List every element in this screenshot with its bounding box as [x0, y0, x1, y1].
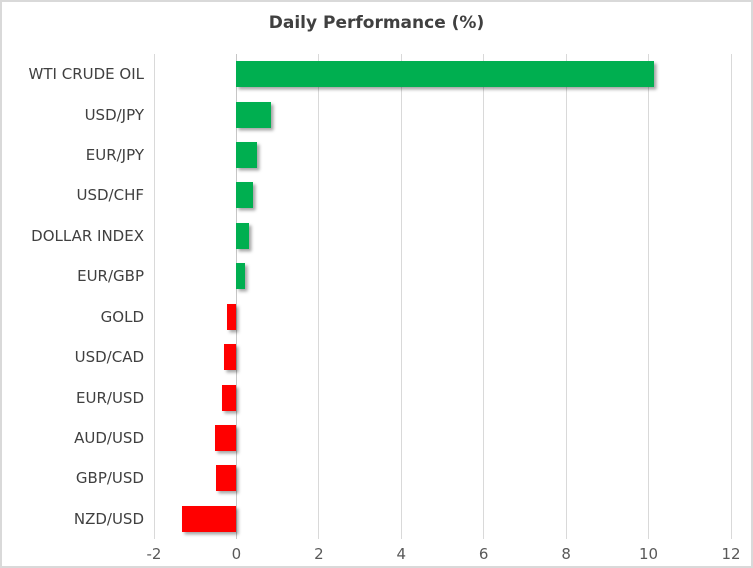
- category-label-dollar-index: DOLLAR INDEX: [31, 226, 144, 245]
- bar-gold: [226, 303, 237, 330]
- x-tick-label-4: 4: [396, 545, 407, 563]
- gridline-x-4: [400, 54, 402, 539]
- x-tick-label-8: 8: [561, 545, 571, 563]
- x-tick-label-12: 12: [721, 545, 741, 563]
- x-tick-label-0: 0: [231, 545, 242, 563]
- category-label-eur-usd: EUR/USD: [76, 388, 144, 407]
- gridline-x-12: [730, 54, 732, 539]
- bar-aud-usd: [214, 424, 237, 451]
- x-tick-label-10: 10: [639, 545, 659, 563]
- bar-eur-gbp: [236, 263, 246, 290]
- category-label-wti-crude-oil: WTI CRUDE OIL: [28, 65, 144, 84]
- bar-eur-usd: [222, 384, 237, 411]
- gridline-x--2: [153, 54, 155, 539]
- bar-nzd-usd: [182, 505, 237, 532]
- plot-area: [153, 54, 732, 539]
- bar-gbp-usd: [215, 465, 237, 492]
- gridline-x-6: [483, 54, 485, 539]
- category-label-aud-usd: AUD/USD: [74, 428, 144, 447]
- category-label-gold: GOLD: [100, 307, 144, 326]
- bar-usd-chf: [236, 182, 253, 209]
- category-label-usd-cad: USD/CAD: [74, 348, 144, 367]
- x-tick-label--2: -2: [146, 545, 162, 563]
- zero-axis-line: [235, 54, 237, 539]
- category-label-eur-jpy: EUR/JPY: [85, 146, 144, 165]
- bar-dollar-index: [236, 222, 250, 249]
- category-label-gbp-usd: GBP/USD: [75, 469, 144, 488]
- gridline-x-2: [318, 54, 320, 539]
- category-label-nzd-usd: NZD/USD: [73, 509, 144, 528]
- gridline-x-8: [565, 54, 567, 539]
- x-tick-label-2: 2: [314, 545, 324, 563]
- bar-eur-jpy: [236, 142, 258, 169]
- category-label-usd-jpy: USD/JPY: [84, 105, 144, 124]
- category-label-eur-gbp: EUR/GBP: [77, 267, 144, 286]
- bar-usd-cad: [224, 344, 237, 371]
- category-label-usd-chf: USD/CHF: [76, 186, 145, 205]
- gridline-x-10: [648, 54, 650, 539]
- bar-wti-crude-oil: [236, 61, 654, 88]
- chart-title: Daily Performance (%): [268, 13, 485, 33]
- x-tick-label-6: 6: [478, 545, 489, 563]
- bar-usd-jpy: [236, 101, 272, 128]
